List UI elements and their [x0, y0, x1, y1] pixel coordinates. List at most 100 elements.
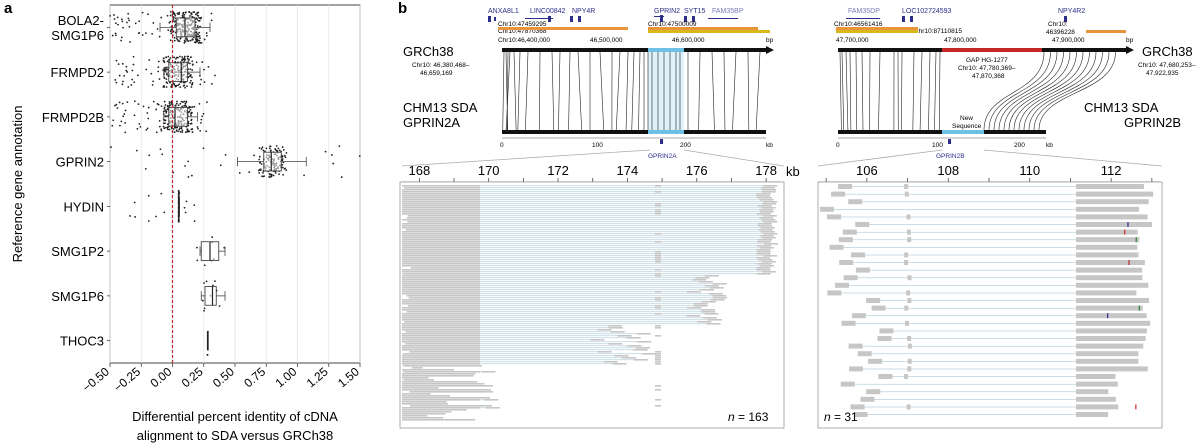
read-end — [1076, 199, 1149, 205]
read-span — [480, 269, 771, 271]
data-point — [171, 103, 173, 105]
read-end — [481, 371, 496, 373]
gprin2b-glyph — [948, 139, 951, 144]
right-contig-label-3: Chr10: — [1048, 21, 1068, 28]
x-tick-label: 0.50 — [210, 364, 237, 390]
data-point — [121, 20, 124, 23]
data-point — [172, 128, 175, 130]
read-span — [480, 221, 778, 223]
read-end — [614, 355, 629, 357]
data-point — [177, 190, 180, 193]
alignment-line — [577, 51, 582, 131]
read-exon — [655, 389, 661, 391]
data-point — [145, 32, 147, 35]
read-span — [480, 307, 702, 309]
read-end — [704, 285, 719, 287]
read — [402, 319, 480, 321]
read-span — [480, 259, 773, 261]
right-contig-bar-orange — [836, 27, 918, 30]
data-point — [285, 152, 288, 154]
mismatch — [1124, 229, 1126, 235]
data-point — [160, 16, 163, 19]
data-point — [203, 264, 206, 267]
data-point — [181, 105, 184, 108]
data-point — [163, 127, 166, 130]
data-point — [141, 34, 144, 36]
data-point — [189, 108, 192, 111]
read-end — [1076, 366, 1148, 372]
read-span — [841, 292, 1076, 294]
read — [851, 313, 866, 319]
read-span — [480, 293, 723, 295]
read-end — [707, 319, 722, 321]
read-exon — [655, 253, 661, 255]
read-end — [697, 321, 712, 323]
data-point — [201, 115, 204, 118]
data-point — [196, 126, 199, 128]
alignment-line — [711, 51, 715, 131]
alignment-line — [912, 51, 915, 131]
contig-bar-yellow — [648, 30, 770, 33]
read-end — [758, 225, 773, 227]
alignment-curve — [998, 51, 1064, 131]
data-point — [189, 62, 191, 65]
boxplot — [178, 196, 181, 217]
data-point — [115, 103, 118, 106]
data-point — [200, 41, 203, 44]
data-point — [118, 101, 121, 104]
data-point — [162, 110, 165, 113]
data-point — [199, 129, 202, 132]
x-tick-label: 0.75 — [241, 364, 268, 390]
data-point — [119, 124, 121, 127]
read-exon — [655, 335, 661, 337]
data-point — [248, 171, 251, 174]
data-point — [158, 78, 161, 80]
read — [402, 253, 480, 255]
data-point — [164, 126, 167, 129]
data-point — [121, 83, 124, 86]
read-exon — [655, 359, 661, 361]
read-span — [480, 329, 612, 331]
data-point — [194, 13, 197, 16]
read-span — [852, 239, 1076, 241]
read-end — [1076, 351, 1139, 357]
left-sda-unit: kb — [766, 142, 773, 149]
read-span — [862, 201, 1076, 203]
data-point — [166, 128, 169, 131]
data-point — [210, 19, 213, 22]
panel-a: a BOLA2-SMG1P6FRMPD2FRMPD2BGPRIN2HYDINSM… — [4, 0, 362, 443]
gprin2a-label: GPRIN2A — [648, 153, 677, 160]
read-span — [854, 383, 1076, 385]
data-point — [191, 106, 194, 108]
data-point — [183, 84, 186, 87]
data-point — [202, 147, 205, 150]
read-span — [480, 349, 648, 351]
read-span — [853, 262, 1076, 263]
read-end — [709, 287, 724, 289]
data-point — [198, 103, 201, 105]
data-point — [165, 81, 168, 84]
boxplot — [237, 151, 307, 172]
read — [407, 221, 480, 223]
data-point — [166, 73, 168, 75]
read-span — [840, 216, 1076, 218]
data-point — [177, 56, 179, 59]
read-end — [1076, 320, 1151, 326]
read — [402, 419, 476, 421]
read — [402, 313, 480, 315]
read-end — [1076, 282, 1149, 288]
read-end — [1076, 336, 1146, 341]
read-end — [756, 273, 771, 275]
read-span — [480, 331, 625, 333]
data-point — [157, 60, 160, 63]
read-span — [480, 213, 771, 215]
read — [402, 235, 480, 237]
data-point — [168, 102, 171, 105]
category-label: SMG1P6 — [51, 28, 104, 43]
read — [402, 203, 480, 205]
read — [402, 349, 480, 351]
read-span — [480, 191, 776, 193]
read-end — [480, 389, 491, 391]
read — [402, 283, 480, 285]
read — [838, 184, 853, 189]
